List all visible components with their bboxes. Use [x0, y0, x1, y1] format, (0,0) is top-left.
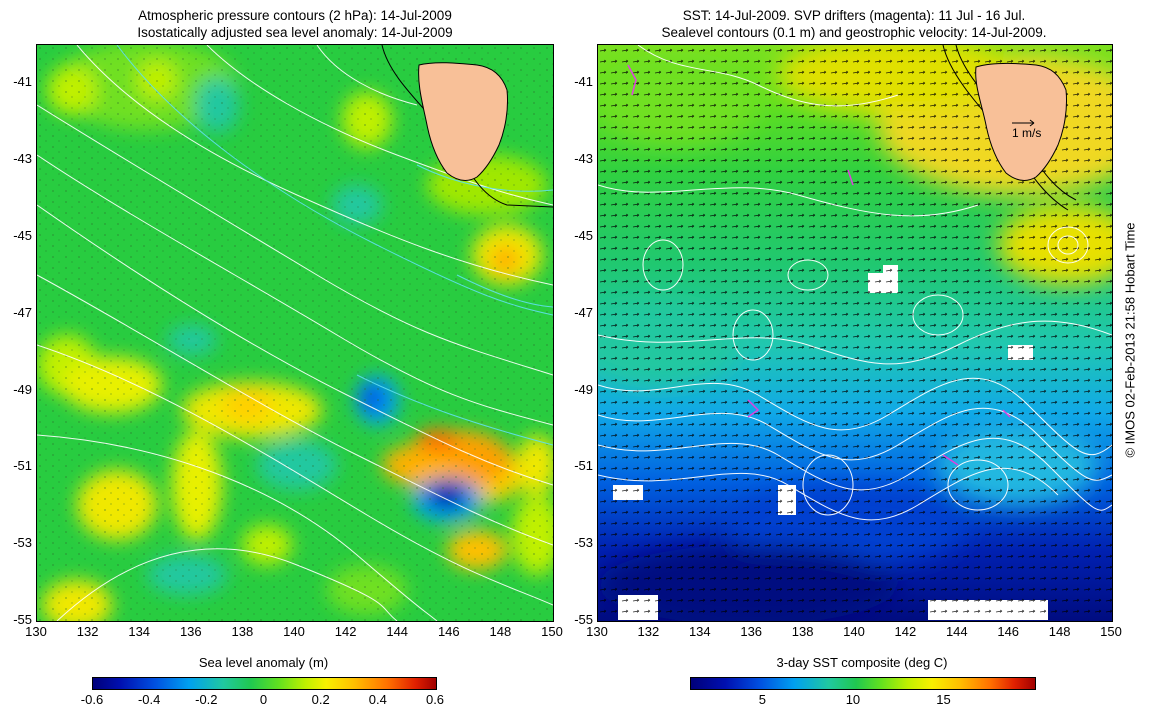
tasmania-landmass [418, 62, 508, 181]
sla-colorbar-tick: 0.2 [311, 692, 330, 707]
sla-colorbar-tick: -0.4 [137, 692, 161, 707]
sla-colorbar-tick: 0 [259, 692, 268, 707]
right-title-line-1: SST: 14-Jul-2009. SVP drifters (magenta)… [682, 8, 1026, 23]
sealevel-contours [598, 45, 1112, 521]
lat-tick-label: -47 [574, 304, 593, 320]
svp-drifter-tracks [627, 64, 1011, 466]
lat-tick-label: -55 [574, 612, 593, 627]
lon-tick-label: 132 [637, 624, 660, 639]
lat-tick-label: -43 [13, 151, 32, 167]
sla-colorbar-tick: 0.4 [368, 692, 387, 707]
sla-colorbar-tick: 0.6 [425, 692, 445, 707]
lon-tick-label: 148 [1048, 624, 1071, 639]
lon-tick-label: 140 [283, 624, 305, 639]
sst-colorbar [690, 677, 1036, 690]
right-title-line-2: Sealevel contours (0.1 m) and geostrophi… [661, 25, 1047, 40]
sla-colorbar-title: Sea level anomaly (m) [198, 655, 329, 670]
lon-tick-label: 144 [945, 624, 968, 639]
right-map-title: SST: 14-Jul-2009. SVP drifters (magenta)… [598, 7, 1110, 41]
lat-tick-label: -53 [13, 535, 32, 551]
lon-tick-label: 138 [231, 624, 254, 639]
sea-level-anomaly-field [37, 45, 553, 621]
lat-tick-label: -45 [13, 228, 32, 243]
lon-tick-label: 142 [894, 624, 917, 639]
lat-tick-label: -45 [574, 228, 593, 243]
lon-tick-label: 146 [997, 624, 1020, 639]
lon-tick-label: 130 [586, 624, 608, 639]
lon-tick-label: 134 [128, 624, 151, 639]
lat-tick-label: -51 [574, 458, 593, 474]
sst-field [598, 45, 1112, 621]
imos-credit: © IMOS 02-Feb-2013 21:58 Hobart Time [1122, 222, 1138, 458]
lon-tick-label: 140 [843, 624, 865, 639]
sst-map: 1 m/s [597, 44, 1113, 622]
lon-tick-label: 136 [179, 624, 202, 639]
lat-tick-label: -51 [13, 458, 32, 474]
sla-colorbar-tick: -0.6 [80, 692, 104, 707]
lat-tick-label: -49 [13, 381, 32, 397]
left-title-line-1: Atmospheric pressure contours (2 hPa): 1… [138, 8, 452, 23]
sea-level-anomaly-map [36, 44, 554, 622]
velocity-scale-arrow [1012, 119, 1035, 127]
lon-tick-label: 136 [740, 624, 763, 639]
sst-colorbar-tick: 15 [936, 692, 951, 707]
lat-tick-label: -49 [574, 381, 593, 397]
sst-colorbar-tick: 10 [845, 692, 861, 707]
sla-colorbar-tick: -0.2 [195, 692, 218, 707]
lon-tick-label: 144 [386, 624, 409, 639]
velocity-scale-label: 1 m/s [1012, 126, 1042, 140]
lat-tick-label: -53 [574, 535, 593, 551]
lat-tick-label: -47 [13, 304, 32, 320]
left-title-line-2: Isostatically adjusted sea level anomaly… [137, 25, 453, 40]
lat-tick-label: -41 [574, 74, 593, 90]
lat-tick-label: -41 [13, 74, 32, 90]
sst-colorbar-tick: 5 [758, 692, 767, 707]
lon-tick-label: 148 [489, 624, 512, 639]
sla-colorbar [92, 677, 437, 690]
lon-tick-label: 146 [437, 624, 460, 639]
pressure-contours [37, 45, 553, 621]
sst-colorbar-title: 3-day SST composite (deg C) [776, 655, 948, 670]
lon-tick-label: 138 [791, 624, 814, 639]
lon-tick-label: 150 [541, 624, 563, 639]
lon-tick-label: 142 [334, 624, 357, 639]
lat-tick-label: -43 [574, 151, 593, 167]
lon-tick-label: 134 [688, 624, 711, 639]
lon-tick-label: 130 [25, 624, 47, 639]
tasmania-landmass [975, 62, 1067, 181]
lon-tick-label: 150 [1100, 624, 1122, 639]
lon-tick-label: 132 [76, 624, 99, 639]
pressure-contours-low [116, 45, 553, 446]
left-map-title: Atmospheric pressure contours (2 hPa): 1… [40, 7, 550, 41]
lat-tick-label: -55 [13, 612, 32, 627]
